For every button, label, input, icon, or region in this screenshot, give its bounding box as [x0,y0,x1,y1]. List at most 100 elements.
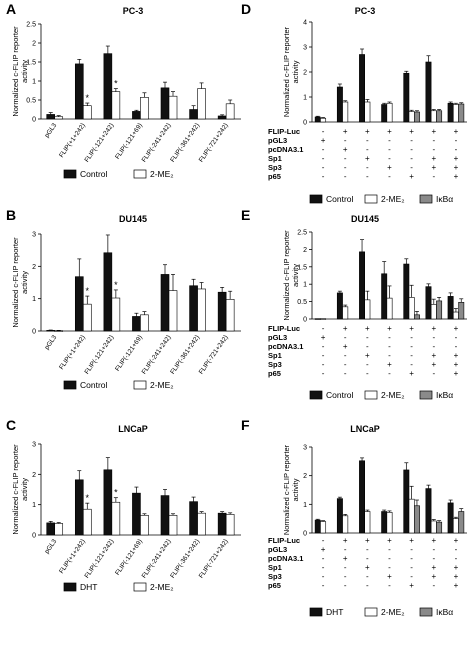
panel-F-condition: - [322,563,325,572]
panel-F-condition: + [343,536,348,545]
panel-D-ytick-label: 4 [303,20,307,27]
panel-E-bar [314,318,321,320]
panel-E-bar [359,251,365,320]
panel-C-bar [111,501,121,536]
panel-E-condition: + [343,342,348,351]
panel-D-condition: - [410,163,413,172]
panel-C-category-label: FLIP(-121+69) [114,538,144,576]
panel-E-condition: + [454,369,459,378]
panel-F-bar [425,488,432,534]
panel-B-significance: * [86,286,90,296]
panel-D-bar [447,102,454,123]
panel-C-ytick-label: 2 [32,472,36,479]
panel-D-legend-label: IκBα [436,194,453,204]
panel-F-condition: + [365,536,370,545]
panel-C-legend-label: 2-ME₂ [150,582,174,592]
panel-E-ylabel: Normalized c-FLIP reporteractivity [282,230,300,321]
panel-E-bar [336,292,343,320]
panel-C-ytick-label: 3 [32,442,36,449]
panel-E-condition: - [455,342,458,351]
panel-E-title: DU145 [351,214,379,224]
panel-D-condition: + [409,172,414,181]
panel-E-condition: - [388,369,391,378]
panel-F-condition: + [454,572,459,581]
panel-F-condition: - [322,536,325,545]
panel-C-category-label: FLIP(-241+242) [141,538,173,579]
panel-E-ytick-label: 1.5 [297,264,307,271]
panel-D-ytick-label: 2 [303,70,307,77]
panel-B-bar [217,291,227,332]
panel-F-bar [436,521,443,534]
panel-D-condition: + [454,127,459,136]
panel-F-row-label: pcDNA3.1 [268,554,303,563]
panel-E-condition: + [387,324,392,333]
panel-E-bar [452,311,459,320]
panel-E-condition: - [388,342,391,351]
panel-E-condition: - [344,369,347,378]
panel-D-condition: + [365,127,370,136]
panel-B-legend-label: Control [80,380,108,390]
panel-F-title: LNCaP [350,424,380,434]
panel-E-condition: - [366,360,369,369]
panel-F-ytick-label: 3 [303,445,307,452]
panel-E-condition: - [432,333,435,342]
panel-D-condition: - [432,172,435,181]
panel-B-title: DU145 [119,214,147,224]
panel-D-condition: - [388,172,391,181]
panel-B-ytick-label: 0 [32,329,36,336]
panel-C-ytick-label: 0 [32,533,36,540]
panel-D-condition: - [432,136,435,145]
panel-F-condition: - [322,581,325,590]
panel-B-bar [132,316,141,332]
panel-E-row-label: pGL3 [268,333,287,342]
panel-B-bar [168,290,178,332]
panel-C-bar [189,501,198,536]
panel-E-bar [408,297,415,320]
panel-F-bar [314,519,321,534]
panel-A-bar [54,116,64,120]
panel-A-ytick-label: 2.5 [26,22,36,29]
panel-E-condition: - [322,369,325,378]
panel-B-ytick-label: 2 [32,264,36,271]
panel-F-ytick-label: 0 [303,531,307,538]
panel-D-condition: + [431,127,436,136]
panel-B-bar [111,297,121,332]
panel-B-ytick-label: 3 [32,232,36,239]
panel-D-condition: - [410,145,413,154]
panel-E-row-label: Sp1 [268,351,282,360]
panel-D-bar [452,104,459,123]
panel-E-bar [364,299,371,320]
panel-E-condition: - [410,351,413,360]
panel-F-condition: - [344,545,347,554]
panel-F-bar [458,511,465,534]
panel-D-condition: - [388,154,391,163]
panel-F-row-label: p65 [268,581,281,590]
panel-E-condition: - [410,342,413,351]
panel-D-bar [336,86,343,123]
panel-B-letter: B [6,207,16,223]
panel-A-ytick-label: 0 [32,117,36,124]
panel-B-legend-swatch [133,380,147,390]
panel-F-condition: - [344,563,347,572]
panel-A-category-label: FLIP(-121+69) [114,122,144,160]
panel-D-legend-label: 2-ME₂ [381,194,405,204]
panel-E-condition: + [321,333,326,342]
panel-D-condition: - [366,136,369,145]
panel-F-condition: - [366,545,369,554]
panel-D-condition: + [431,163,436,172]
panel-F-ylabel: Normalized c-FLIP reporteractivity [282,444,300,535]
panel-F-condition: - [432,581,435,590]
panel-B-category-label: FLIP(+1+242) [58,334,87,371]
panel-F-bar [403,469,410,534]
panel-D-condition: + [343,145,348,154]
panel-E-condition: + [365,351,370,360]
panel-B-bar [197,288,206,332]
panel-E-ytick-label: 2.5 [297,230,307,237]
panel-E-condition: + [409,369,414,378]
panel-D-row-label: pcDNA3.1 [268,145,303,154]
panel-D-row-label: FLIP-Luc [268,127,300,136]
panel-B-bar [54,330,64,332]
panel-C-significance: * [86,493,90,503]
panel-A-bar [74,63,84,120]
panel-E-bar [403,263,410,320]
